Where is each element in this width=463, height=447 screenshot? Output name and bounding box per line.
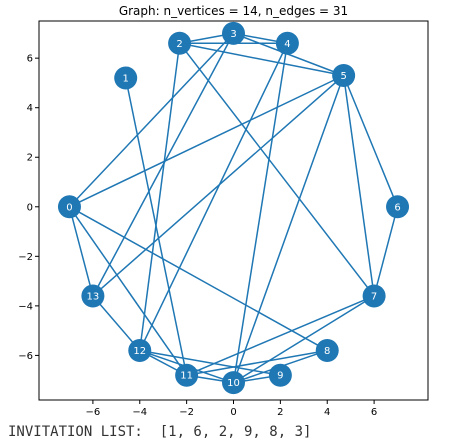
edge-9-12	[139, 349, 281, 376]
node-circle	[114, 66, 138, 90]
node-circle	[268, 363, 292, 387]
edge-5-7	[342, 75, 375, 297]
x-tick-label: 0	[230, 407, 236, 418]
node-10: 10	[222, 371, 245, 395]
invitation-list-value: [1, 6, 2, 9, 8, 3]	[159, 424, 312, 440]
node-4: 4	[275, 31, 299, 55]
node-label: 9	[277, 371, 283, 382]
x-tick-label: −2	[179, 407, 194, 418]
y-tick-label: 6	[27, 54, 33, 65]
node-9: 9	[268, 363, 292, 387]
node-0: 0	[57, 195, 81, 219]
x-tick-label: 4	[324, 407, 330, 418]
edge-0-13	[68, 206, 94, 297]
edge-12-13	[92, 295, 141, 351]
y-tick-label: 2	[27, 153, 33, 164]
y-tick-label: −6	[18, 351, 33, 362]
invitation-list-label: INVITATION LIST:	[8, 424, 143, 440]
node-12: 12	[128, 338, 152, 362]
node-7: 7	[362, 284, 386, 308]
node-label: 11	[180, 371, 193, 382]
x-tick-label: 6	[371, 407, 377, 418]
edge-7-10	[233, 295, 375, 384]
node-label: 0	[66, 202, 72, 213]
chart-title: Graph: n_vertices = 14, n_edges = 31	[119, 4, 348, 18]
node-label: 8	[324, 346, 330, 357]
invitation-list: INVITATION LIST: [1, 6, 2, 9, 8, 3]	[8, 424, 311, 440]
node-11: 11	[175, 363, 199, 387]
node-1: 1	[114, 66, 138, 90]
graph-figure: Graph: n_vertices = 14, n_edges = 31 −6−…	[18, 4, 429, 418]
edge-0-8	[69, 206, 328, 352]
y-tick-label: −2	[18, 252, 33, 263]
node-13: 13	[81, 284, 105, 308]
node-2: 2	[168, 31, 192, 55]
edge-0-5	[69, 74, 344, 208]
edge-4-12	[139, 42, 289, 351]
node-circle	[57, 195, 81, 219]
node-label: 10	[227, 378, 240, 389]
y-tick-label: −4	[18, 301, 33, 312]
edge-2-5	[179, 42, 344, 77]
edge-5-13	[92, 74, 345, 297]
edge-8-11	[186, 349, 328, 376]
edge-0-3	[68, 32, 235, 208]
node-circle	[81, 284, 105, 308]
edge-6-7	[373, 206, 399, 297]
node-circle	[222, 21, 245, 45]
node-circle	[222, 371, 245, 395]
y-tick-label: 4	[27, 103, 33, 114]
edge-5-6	[342, 75, 399, 208]
x-tick-label: −4	[132, 407, 147, 418]
node-label: 1	[123, 73, 129, 84]
node-5: 5	[332, 63, 356, 87]
node-circle	[275, 31, 299, 55]
node-circle	[332, 63, 356, 87]
node-label: 12	[133, 346, 146, 357]
edge-7-11	[186, 295, 375, 376]
edge-3-13	[92, 33, 235, 297]
axis-ticks: −6 −4 −2 0 2 4 6 6 4 2 0 −2 −4 −6	[18, 54, 377, 418]
node-label: 6	[394, 202, 400, 213]
plot-frame	[38, 20, 429, 401]
node-circle	[362, 284, 386, 308]
x-tick-label: −6	[86, 407, 101, 418]
node-circle	[175, 363, 199, 387]
node-label: 7	[371, 291, 377, 302]
node-label: 2	[176, 39, 182, 50]
node-label: 5	[340, 71, 346, 82]
y-tick-label: 0	[27, 202, 33, 213]
edge-0-11	[68, 206, 188, 376]
node-circle	[315, 338, 339, 362]
node-circle	[168, 31, 192, 55]
node-circle	[128, 338, 152, 362]
node-circle	[386, 195, 410, 219]
node-6: 6	[386, 195, 410, 219]
edge-4-10	[232, 43, 289, 383]
edge-2-12	[139, 43, 181, 351]
node-label: 13	[87, 291, 100, 302]
x-tick-label: 2	[277, 407, 283, 418]
node-label: 3	[230, 29, 236, 40]
node-label: 4	[284, 39, 290, 50]
node-3: 3	[222, 21, 245, 45]
edge-2-7	[179, 42, 375, 297]
node-8: 8	[315, 338, 339, 362]
edge-5-10	[232, 75, 345, 383]
